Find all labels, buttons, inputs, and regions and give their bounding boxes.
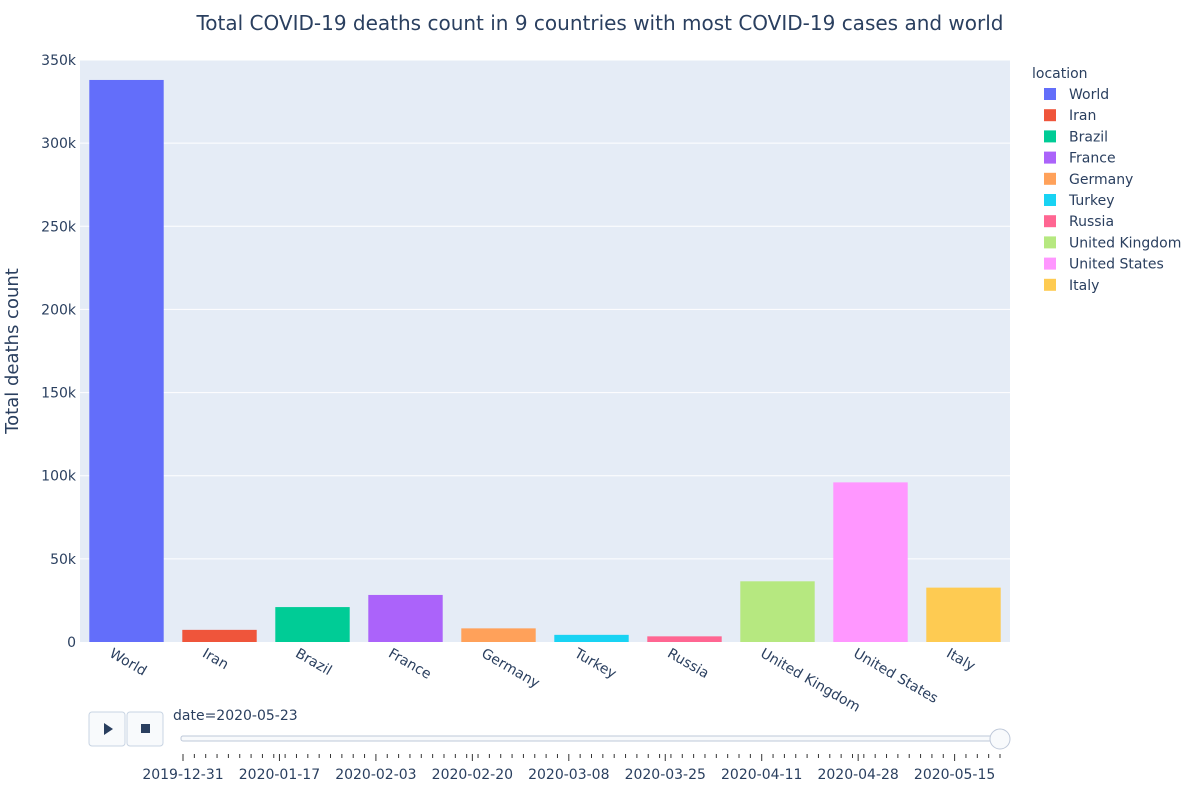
play-icon bbox=[104, 723, 113, 735]
legend-swatch[interactable] bbox=[1044, 194, 1056, 206]
x-tick-label: Germany bbox=[479, 646, 543, 692]
grid-lines bbox=[80, 59, 1010, 560]
bars bbox=[89, 79, 1001, 642]
y-tick-label: 300k bbox=[41, 136, 77, 152]
x-tick-label: World bbox=[107, 646, 150, 680]
legend-label[interactable]: World bbox=[1069, 87, 1109, 103]
slider-tick-label: 2020-02-03 bbox=[335, 767, 416, 783]
legend-swatch[interactable] bbox=[1044, 151, 1056, 164]
slider-tick-label: 2020-04-11 bbox=[721, 767, 802, 783]
y-tick-label: 0 bbox=[67, 635, 76, 651]
slider-major-ticks: 2019-12-31 2020-01-17 2020-02-03 2020-02-20… bbox=[142, 754, 995, 783]
bar-world[interactable] bbox=[89, 79, 164, 642]
legend-label[interactable]: Iran bbox=[1069, 108, 1096, 124]
bar-france[interactable] bbox=[368, 594, 443, 642]
legend-items: World Iran Brazil France Germany Turkey Russia… bbox=[1044, 87, 1181, 294]
bar-united-kingdom[interactable] bbox=[740, 581, 815, 642]
slider-tick-label: 2019-12-31 bbox=[142, 767, 223, 783]
y-axis-label: Total deaths count bbox=[2, 268, 23, 435]
bar-turkey[interactable] bbox=[554, 634, 629, 642]
legend-label[interactable]: United Kingdom bbox=[1069, 235, 1181, 251]
y-axis-ticks: 0 50k 100k 150k 200k 250k 300k 350k bbox=[41, 53, 77, 651]
bar-iran[interactable] bbox=[182, 629, 257, 642]
legend-swatch[interactable] bbox=[1044, 257, 1056, 270]
date-slider[interactable]: 2019-12-31 2020-01-17 2020-02-03 2020-02-20… bbox=[142, 728, 1011, 783]
play-button[interactable] bbox=[88, 711, 126, 747]
x-tick-label: Turkey bbox=[571, 645, 619, 682]
y-tick-label: 100k bbox=[41, 469, 77, 485]
y-tick-label: 50k bbox=[50, 552, 77, 568]
legend-swatch[interactable] bbox=[1044, 236, 1056, 249]
slider-tick-label: 2020-04-28 bbox=[817, 767, 898, 783]
bar-united-states[interactable] bbox=[833, 482, 908, 642]
y-tick-label: 350k bbox=[41, 53, 77, 69]
x-tick-label: France bbox=[386, 646, 434, 683]
legend-swatch[interactable] bbox=[1044, 109, 1056, 122]
slider-tick-label: 2020-03-25 bbox=[625, 767, 706, 783]
y-tick-label: 250k bbox=[41, 219, 77, 235]
legend-swatch[interactable] bbox=[1044, 88, 1056, 100]
legend-label[interactable]: France bbox=[1069, 151, 1116, 167]
y-tick-label: 200k bbox=[41, 302, 77, 318]
legend-swatch[interactable] bbox=[1044, 172, 1056, 185]
legend-label[interactable]: United States bbox=[1069, 257, 1164, 273]
legend: location World Iran Brazil France Germany Tur… bbox=[1032, 66, 1181, 294]
slider-current-label: date=2020-05-23 bbox=[173, 708, 298, 724]
x-tick-label: Italy bbox=[944, 646, 978, 675]
slider-tick-label: 2020-01-17 bbox=[239, 767, 320, 783]
legend-swatch[interactable] bbox=[1044, 130, 1056, 143]
bar-russia[interactable] bbox=[647, 636, 722, 642]
bar-germany[interactable] bbox=[461, 628, 536, 642]
slider-tick-label: 2020-02-20 bbox=[432, 767, 513, 783]
slider-minor-ticks bbox=[193, 754, 1001, 758]
legend-swatch[interactable] bbox=[1044, 215, 1056, 228]
slider-rail bbox=[180, 735, 1004, 742]
x-tick-label: Brazil bbox=[293, 646, 335, 679]
legend-label[interactable]: Russia bbox=[1069, 214, 1114, 230]
x-tick-label: United States bbox=[851, 646, 941, 707]
legend-label[interactable]: Brazil bbox=[1069, 129, 1108, 145]
x-tick-label: Iran bbox=[200, 646, 232, 674]
slider-tick-label: 2020-03-08 bbox=[528, 767, 609, 783]
x-tick-label: Russia bbox=[665, 646, 712, 682]
legend-title: location bbox=[1032, 66, 1088, 82]
y-tick-label: 150k bbox=[41, 386, 77, 402]
slider-handle[interactable] bbox=[989, 728, 1011, 750]
stop-button[interactable] bbox=[126, 711, 164, 747]
bar-brazil[interactable] bbox=[275, 607, 350, 642]
x-axis-ticks: World Iran Brazil France Germany Turkey Russia… bbox=[107, 645, 978, 716]
stop-icon bbox=[141, 724, 150, 733]
chart-title: Total COVID-19 deaths count in 9 countri… bbox=[195, 11, 1003, 35]
bar-italy[interactable] bbox=[926, 587, 1001, 642]
x-tick-label: United Kingdom bbox=[758, 646, 863, 716]
legend-label[interactable]: Germany bbox=[1069, 172, 1133, 188]
legend-swatch[interactable] bbox=[1044, 278, 1056, 291]
legend-label[interactable]: Italy bbox=[1069, 278, 1099, 294]
legend-label[interactable]: Turkey bbox=[1068, 193, 1115, 209]
slider-tick-label: 2020-05-15 bbox=[914, 767, 995, 783]
